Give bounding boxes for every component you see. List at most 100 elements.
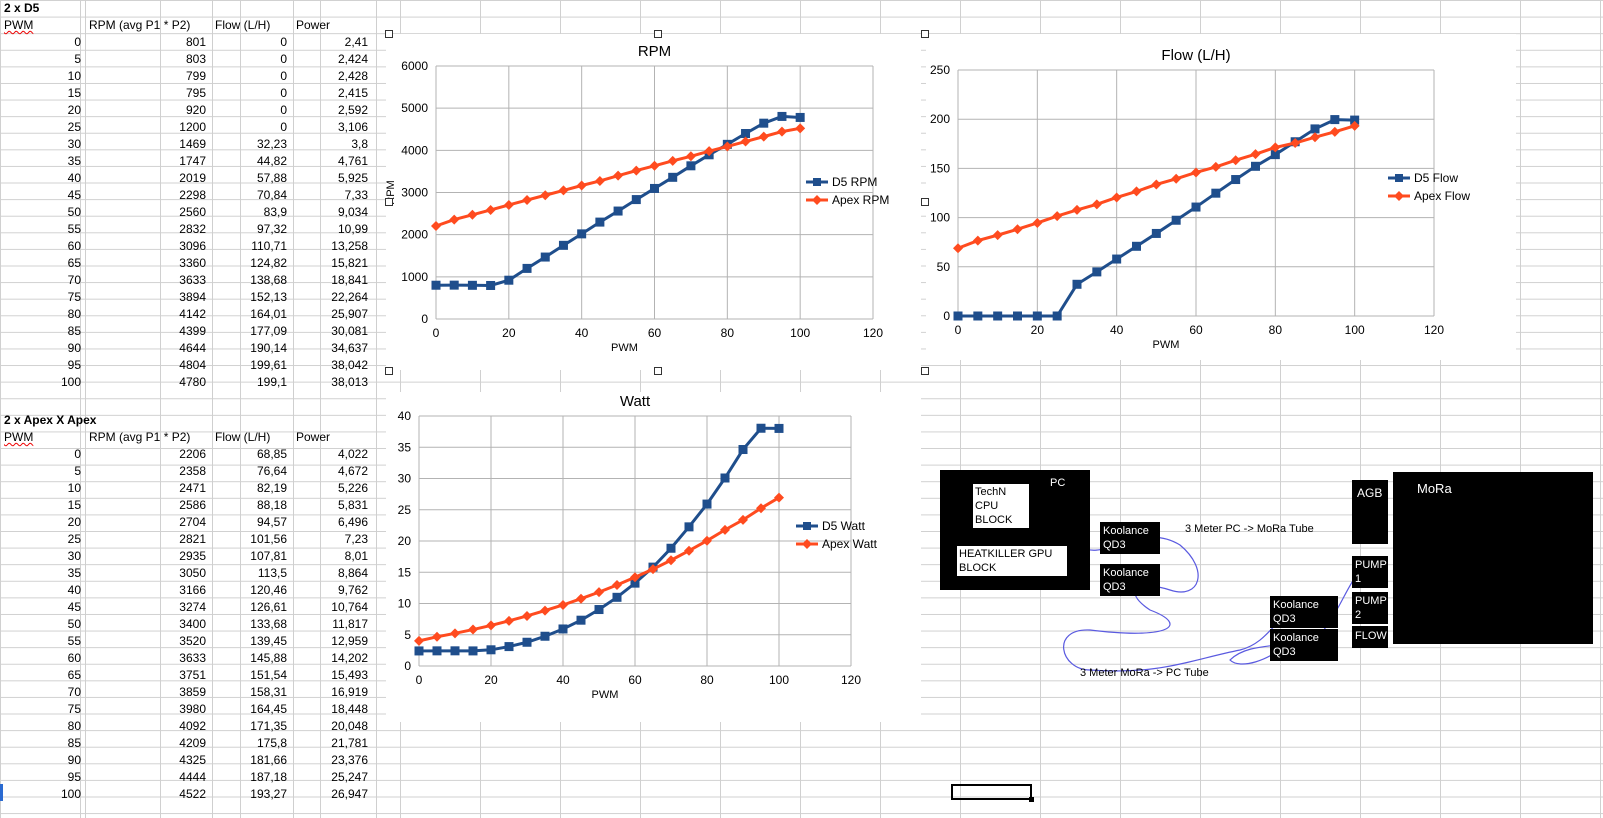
- table-cell[interactable]: 1200: [179, 120, 206, 134]
- table-cell[interactable]: 0: [74, 35, 81, 49]
- header-pwm[interactable]: PWM: [4, 18, 34, 32]
- table-cell[interactable]: 50: [67, 617, 81, 631]
- table-cell[interactable]: 4522: [179, 787, 206, 801]
- header-pwm[interactable]: PWM: [4, 430, 34, 444]
- table-cell[interactable]: 6,496: [337, 515, 368, 529]
- table-cell[interactable]: 40: [67, 583, 81, 597]
- table-cell[interactable]: 801: [185, 35, 206, 49]
- table-cell[interactable]: 10,99: [337, 222, 368, 236]
- flow-chart[interactable]: Flow (L/H) 0 50 100 150 200 250 0 20 40 60 80 100 120…: [926, 34, 1516, 360]
- table-cell[interactable]: 175,8: [256, 736, 287, 750]
- table-cell[interactable]: 70,84: [256, 188, 287, 202]
- table-cell[interactable]: 13,258: [331, 239, 368, 253]
- table-cell[interactable]: 60: [67, 651, 81, 665]
- table-cell[interactable]: 82,19: [256, 481, 287, 495]
- table-cell[interactable]: 139,45: [250, 634, 287, 648]
- resize-handle[interactable]: [654, 30, 662, 38]
- table-cell[interactable]: 0: [280, 52, 287, 66]
- table-cell[interactable]: 4804: [179, 358, 206, 372]
- table-cell[interactable]: 2832: [179, 222, 206, 236]
- table-cell[interactable]: 9,034: [337, 205, 368, 219]
- table-cell[interactable]: 2019: [179, 171, 206, 185]
- table-cell[interactable]: 25,907: [331, 307, 368, 321]
- table-cell[interactable]: 30,081: [331, 324, 368, 338]
- table-cell[interactable]: 22,264: [331, 290, 368, 304]
- table-cell[interactable]: 3050: [179, 566, 206, 580]
- table-cell[interactable]: 15,493: [331, 668, 368, 682]
- table-cell[interactable]: 3274: [179, 600, 206, 614]
- table-cell[interactable]: 9,762: [337, 583, 368, 597]
- table-cell[interactable]: 90: [67, 753, 81, 767]
- header-flow[interactable]: Flow (L/H): [215, 430, 271, 444]
- table-cell[interactable]: 107,81: [250, 549, 287, 563]
- table-cell[interactable]: 3360: [179, 256, 206, 270]
- table-cell[interactable]: 70: [67, 685, 81, 699]
- resize-handle[interactable]: [385, 367, 393, 375]
- table-cell[interactable]: 4780: [179, 375, 206, 389]
- table-cell[interactable]: 65: [67, 256, 81, 270]
- table-cell[interactable]: 26,947: [331, 787, 368, 801]
- table-cell[interactable]: 85: [67, 736, 81, 750]
- table-cell[interactable]: 190,14: [250, 341, 287, 355]
- table-cell[interactable]: 7,33: [344, 188, 368, 202]
- table-cell[interactable]: 95: [67, 358, 81, 372]
- table-cell[interactable]: 3633: [179, 273, 206, 287]
- table-cell[interactable]: 100: [60, 375, 81, 389]
- table-cell[interactable]: 2,428: [337, 69, 368, 83]
- table-cell[interactable]: 158,31: [250, 685, 287, 699]
- table-cell[interactable]: 2821: [179, 532, 206, 546]
- table-cell[interactable]: 0: [280, 120, 287, 134]
- water-loop-diagram[interactable]: PC TechN CPU BLOCK HEATKILLER GPU BLOCK …: [940, 470, 1600, 705]
- table-cell[interactable]: 5: [74, 464, 81, 478]
- table-cell[interactable]: 151,54: [250, 668, 287, 682]
- table-cell[interactable]: 3096: [179, 239, 206, 253]
- table-cell[interactable]: 20: [67, 103, 81, 117]
- table-cell[interactable]: 101,56: [250, 532, 287, 546]
- table-cell[interactable]: 2206: [179, 447, 206, 461]
- table-cell[interactable]: 10,764: [331, 600, 368, 614]
- table-cell[interactable]: 0: [74, 447, 81, 461]
- table-cell[interactable]: 4,022: [337, 447, 368, 461]
- table-cell[interactable]: 76,64: [256, 464, 287, 478]
- table-cell[interactable]: 5,226: [337, 481, 368, 495]
- table-cell[interactable]: 2298: [179, 188, 206, 202]
- table-cell[interactable]: 138,68: [250, 273, 287, 287]
- table-cell[interactable]: 3859: [179, 685, 206, 699]
- table-cell[interactable]: 10: [67, 69, 81, 83]
- table-cell[interactable]: 97,32: [256, 222, 287, 236]
- table-cell[interactable]: 3520: [179, 634, 206, 648]
- resize-handle[interactable]: [921, 198, 929, 206]
- table-cell[interactable]: 164,45: [250, 702, 287, 716]
- table-cell[interactable]: 133,68: [250, 617, 287, 631]
- table-title[interactable]: 2 x Apex X Apex: [4, 413, 97, 427]
- table-cell[interactable]: 3166: [179, 583, 206, 597]
- table-cell[interactable]: 70: [67, 273, 81, 287]
- table-cell[interactable]: 35: [67, 566, 81, 580]
- table-cell[interactable]: 68,85: [256, 447, 287, 461]
- table-cell[interactable]: 4209: [179, 736, 206, 750]
- table-cell[interactable]: 18,841: [331, 273, 368, 287]
- selected-cell-cursor[interactable]: [951, 784, 1034, 802]
- table-cell[interactable]: 80: [67, 719, 81, 733]
- table-cell[interactable]: 23,376: [331, 753, 368, 767]
- table-cell[interactable]: 83,9: [263, 205, 287, 219]
- table-cell[interactable]: 0: [280, 86, 287, 100]
- table-cell[interactable]: 177,09: [250, 324, 287, 338]
- table-cell[interactable]: 4142: [179, 307, 206, 321]
- table-cell[interactable]: 65: [67, 668, 81, 682]
- table-cell[interactable]: 85: [67, 324, 81, 338]
- table-title[interactable]: 2 x D5: [4, 1, 40, 15]
- rpm-chart[interactable]: RPM 0 1000 2000 3000 4000 5000 6000 0 20 40 60 80 100…: [386, 34, 921, 370]
- table-cell[interactable]: 50: [67, 205, 81, 219]
- header-power[interactable]: Power: [296, 18, 331, 32]
- table-cell[interactable]: 15: [67, 86, 81, 100]
- table-cell[interactable]: 181,66: [250, 753, 287, 767]
- table-cell[interactable]: 4092: [179, 719, 206, 733]
- table-cell[interactable]: 80: [67, 307, 81, 321]
- table-cell[interactable]: 55: [67, 222, 81, 236]
- table-cell[interactable]: 44,82: [256, 154, 287, 168]
- table-cell[interactable]: 14,202: [331, 651, 368, 665]
- table-cell[interactable]: 799: [185, 69, 206, 83]
- resize-handle[interactable]: [654, 367, 662, 375]
- table-cell[interactable]: 1747: [179, 154, 206, 168]
